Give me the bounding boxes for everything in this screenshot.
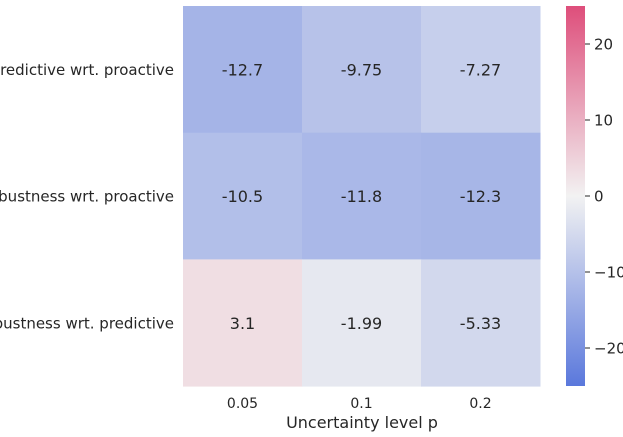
heatmap-cell: [421, 132, 541, 260]
x-tick-label: 0.2: [469, 396, 491, 412]
x-tick-label: 0.1: [350, 396, 372, 412]
colorbar-tick-label: 10: [594, 112, 613, 130]
heatmap-cell: [302, 132, 422, 260]
cell-annotation: -9.75: [341, 60, 382, 79]
y-tick-label: Predictive wrt. proactive: [0, 61, 174, 79]
colorbar-tick-label: −20: [594, 340, 623, 358]
cell-annotation: -11.8: [341, 187, 382, 206]
cell-annotation: -12.3: [460, 187, 501, 206]
heatmap-cell: [183, 132, 303, 260]
colorbar-tick-label: −10: [594, 264, 623, 282]
heatmap-cell: [302, 6, 422, 134]
heatmap-cell: [421, 259, 541, 387]
heatmap-cells: [183, 6, 541, 387]
x-axis-label: Uncertainty level p: [286, 413, 438, 432]
colorbar-tick-label: 0: [594, 188, 604, 206]
colorbar-tick-label: 20: [594, 36, 613, 54]
heatmap-cell: [421, 6, 541, 134]
colorbar-ticks: −20 −10 0 10 20: [585, 36, 623, 358]
x-tick-labels: 0.05 0.1 0.2: [227, 396, 492, 412]
colorbar: [566, 6, 585, 386]
y-tick-label: Robustness wrt. proactive: [0, 188, 174, 206]
x-tick-label: 0.05: [227, 396, 258, 412]
cell-annotation: -10.5: [222, 187, 263, 206]
cell-annotations: -12.7 -9.75 -7.27 -10.5 -11.8 -12.3 3.1 -1.99 -5…: [222, 60, 501, 332]
cell-annotation: -5.33: [460, 314, 501, 333]
heatmap-cell: [183, 6, 303, 134]
y-tick-labels: Predictive wrt. proactive Robustness wrt.…: [0, 61, 174, 332]
cell-annotation: -12.7: [222, 60, 263, 79]
heatmap-cell: [183, 259, 303, 387]
y-tick-label: Robustness wrt. predictive: [0, 314, 174, 332]
heatmap-cell: [302, 259, 422, 387]
cell-annotation: -7.27: [460, 60, 501, 79]
cell-annotation: 3.1: [230, 314, 255, 333]
cell-annotation: -1.99: [341, 314, 382, 333]
